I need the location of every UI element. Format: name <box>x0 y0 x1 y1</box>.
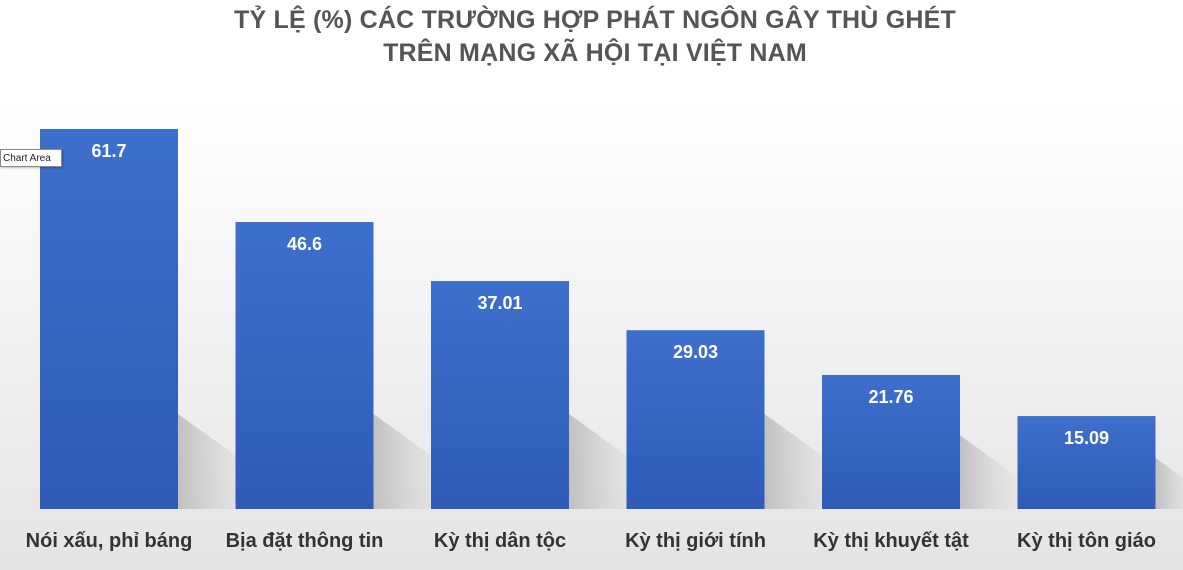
bars <box>40 129 1156 509</box>
category-labels: Nói xấu, phỉ báng Bịa đặt thông tin Kỳ thị… <box>26 530 1156 552</box>
category-label: Kỳ thị khuyết tật <box>813 530 969 552</box>
chart-area-tooltip: Chart Area <box>0 149 62 167</box>
data-label: 29.03 <box>673 342 718 362</box>
data-label: 21.76 <box>868 387 913 407</box>
chart-title-line-1: TỶ LỆ (%) CÁC TRƯỜNG HỢP PHÁT NGÔN GÂY T… <box>234 6 956 34</box>
category-label: Kỳ thị tôn giáo <box>1017 530 1156 552</box>
data-label: 37.01 <box>477 293 522 313</box>
bar[interactable] <box>822 374 960 509</box>
bar-shadow <box>960 435 1027 509</box>
bar[interactable] <box>40 129 178 509</box>
category-label: Bịa đặt thông tin <box>226 530 384 552</box>
data-label: 61.7 <box>91 141 126 161</box>
bar[interactable] <box>1017 416 1156 509</box>
chart-title-line-2: TRÊN MẠNG XÃ HỘI TẠI VIỆT NAM <box>383 39 807 67</box>
data-label: 46.6 <box>287 234 322 254</box>
bar-shadow <box>1155 457 1183 509</box>
category-label: Nói xấu, phỉ báng <box>26 530 193 552</box>
bar[interactable] <box>235 221 374 509</box>
category-label: Kỳ thị giới tính <box>625 530 766 552</box>
value-labels: 61.7 46.6 37.01 29.03 21.76 15.09 <box>91 141 1109 448</box>
chart-title: TỶ LỆ (%) CÁC TRƯỜNG HỢP PHÁT NGÔN GÂY T… <box>0 4 1183 70</box>
category-label: Kỳ thị dân tộc <box>434 530 566 552</box>
bar[interactable] <box>626 330 765 509</box>
bar[interactable] <box>431 281 569 509</box>
data-label: 15.09 <box>1064 428 1109 448</box>
